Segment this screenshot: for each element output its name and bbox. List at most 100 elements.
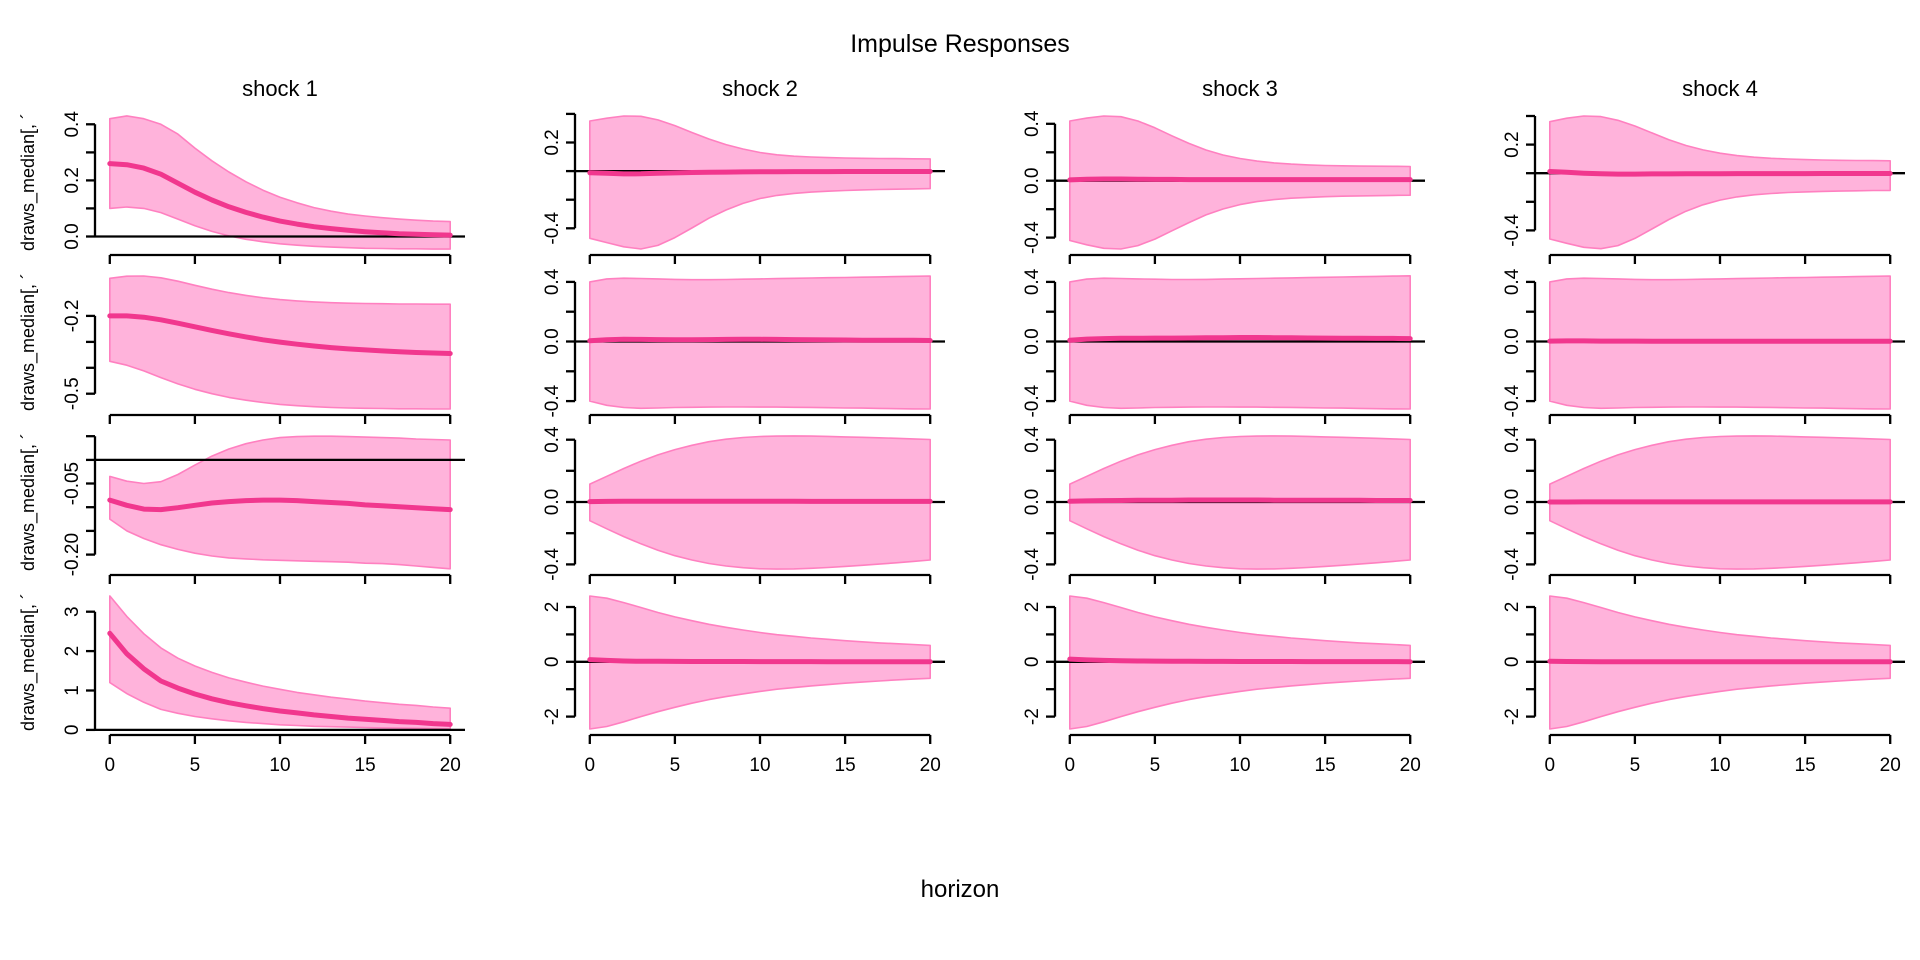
y-tick-label: 3: [62, 606, 83, 617]
panel-row2-shock2: 0.4 0.0 -0.4: [542, 268, 945, 424]
credible-band: [588, 115, 932, 250]
column-title-shock-4: shock 4: [1682, 76, 1758, 101]
credible-band: [1069, 115, 1411, 250]
y-tick-label: 0.0: [1022, 489, 1043, 515]
column-title-shock-2: shock 2: [722, 76, 798, 101]
panel-row3-shock1: -0.05 -0.20: [62, 435, 465, 584]
y-tick-label: 0.0: [1022, 168, 1043, 194]
y-tick-label: 2: [62, 646, 83, 657]
x-tick-label: 5: [1150, 755, 1161, 776]
y-tick-label: 0.0: [542, 328, 563, 354]
y-tick-label: 2: [1502, 602, 1523, 613]
panel-row1-shock2: 0.2 -0.4: [542, 112, 945, 264]
credible-band: [1549, 115, 1891, 250]
x-tick-label: 15: [835, 755, 856, 776]
y-tick-label: 0.0: [62, 223, 83, 249]
panel-row1-shock1: 0.4 0.2 0.0: [62, 111, 465, 264]
x-tick-label: 20: [920, 755, 941, 776]
median-line: [1547, 658, 1893, 665]
y-tick-label: 0.4: [542, 268, 563, 295]
column-title-shock-3: shock 3: [1202, 76, 1278, 101]
y-tick-label: -0.4: [542, 548, 563, 581]
panel-row1-shock3: 0.4 0.0 -0.4: [1022, 110, 1425, 264]
x-tick-label: 15: [1795, 755, 1816, 776]
x-tick-label: 10: [1709, 755, 1730, 776]
y-tick-label: -0.20: [62, 533, 83, 576]
x-tick-label: 5: [1630, 755, 1641, 776]
y-tick-label: 0: [1022, 657, 1043, 668]
panel-row3-shock3: 0.4 0.0 -0.4: [1022, 426, 1425, 584]
x-tick-label: 0: [585, 755, 596, 776]
median-line: [107, 630, 453, 727]
y-tick-label: 1: [62, 685, 83, 696]
median-line: [107, 497, 453, 513]
median-line: [1547, 169, 1893, 177]
x-tick-label: 20: [440, 755, 461, 776]
x-tick-label: 20: [1400, 755, 1421, 776]
x-tick-label: 10: [749, 755, 770, 776]
y-tick-label: 0.0: [1022, 328, 1043, 354]
y-tick-label: 0.4: [1022, 110, 1043, 137]
y-tick-label: 0.4: [1502, 268, 1523, 295]
panel-row2-shock3: 0.4 0.0 -0.4: [1022, 268, 1425, 424]
column-title-shock-1: shock 1: [242, 76, 318, 101]
chart-title: Impulse Responses: [850, 30, 1070, 58]
y-tick-label: -2: [542, 708, 563, 725]
x-tick-label: 0: [1065, 755, 1076, 776]
panel-row3-shock2: 0.4 0.0 -0.4: [542, 426, 945, 584]
y-tick-label: 0: [1502, 657, 1523, 668]
y-tick-label: 2: [542, 602, 563, 613]
y-axis-title-row-4: draws_median[, ´: [18, 592, 38, 732]
median-line: [587, 336, 933, 344]
y-tick-label: 0.0: [542, 489, 563, 515]
panel-row4-shock4: 20-20 5 10 15 20: [1502, 595, 1905, 776]
y-tick-label: 0.4: [62, 111, 83, 138]
y-tick-label: -2: [1022, 708, 1043, 725]
median-line: [107, 313, 453, 356]
y-tick-label: -0.5: [62, 377, 83, 410]
median-line: [1067, 497, 1413, 504]
y-tick-label: 0.2: [542, 129, 563, 155]
credible-band: [109, 115, 452, 250]
x-tick-label: 5: [190, 755, 201, 776]
y-tick-label: 0.2: [1502, 131, 1523, 157]
y-tick-label: -0.4: [1022, 384, 1043, 417]
median-line: [107, 161, 453, 238]
panel-row2-shock1: -0.2 -0.5: [62, 275, 453, 424]
x-tick-label: 20: [1880, 755, 1901, 776]
x-axis-title: horizon: [920, 876, 1000, 903]
y-tick-label: 0.4: [542, 426, 563, 453]
y-tick-label: 0.4: [1022, 426, 1043, 453]
y-tick-label: 2: [1022, 602, 1043, 613]
x-tick-label: 0: [105, 755, 116, 776]
median-line: [1067, 656, 1413, 665]
x-tick-label: 5: [670, 755, 681, 776]
y-tick-label: 0.0: [1502, 328, 1523, 354]
median-line: [1067, 176, 1413, 183]
y-tick-label: -0.2: [62, 300, 83, 333]
y-tick-label: -0.4: [1502, 548, 1523, 581]
median-line: [1067, 335, 1413, 343]
panel-row4-shock3: 20-20 5 10 15 20: [1022, 595, 1425, 776]
panel-row4-shock2: 20-20 5 10 15 20: [542, 595, 945, 776]
panel-row1-shock4: 0.2 -0.4: [1502, 114, 1905, 264]
y-tick-label: 0: [62, 725, 83, 736]
median-line: [587, 169, 933, 177]
panel-row2-shock4: 0.4 0.0 -0.4: [1502, 268, 1905, 424]
x-tick-label: 15: [1315, 755, 1336, 776]
x-tick-label: 15: [355, 755, 376, 776]
x-tick-label: 0: [1545, 755, 1556, 776]
y-tick-label: 0.4: [1502, 426, 1523, 453]
x-tick-label: 10: [1229, 755, 1250, 776]
y-tick-label: 0.0: [1502, 489, 1523, 515]
y-tick-label: -0.4: [1502, 214, 1523, 247]
y-tick-label: -0.4: [542, 384, 563, 417]
y-tick-label: -2: [1502, 708, 1523, 725]
x-tick-label: 10: [269, 755, 290, 776]
y-tick-label: 0.2: [62, 167, 83, 193]
y-tick-label: 0: [542, 657, 563, 668]
y-tick-label: -0.05: [62, 462, 83, 505]
